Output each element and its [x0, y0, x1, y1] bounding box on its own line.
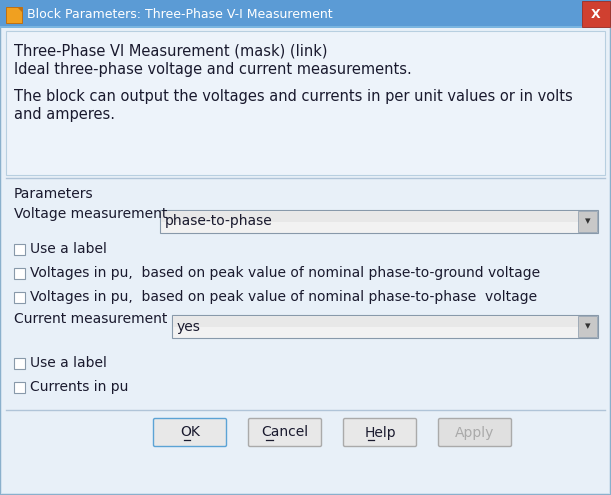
Text: The block can output the voltages and currents in per unit values or in volts: The block can output the voltages and cu… — [14, 89, 573, 104]
Text: Parameters: Parameters — [14, 187, 93, 201]
Bar — [160, 210, 598, 233]
Text: OK: OK — [180, 426, 200, 440]
Text: Use a label: Use a label — [30, 356, 107, 370]
Bar — [161, 211, 597, 222]
Bar — [6, 7, 22, 23]
Text: Cancel: Cancel — [262, 426, 309, 440]
FancyBboxPatch shape — [153, 418, 227, 446]
Text: Apply: Apply — [455, 426, 495, 440]
Text: Currents in pu: Currents in pu — [30, 380, 128, 394]
FancyBboxPatch shape — [343, 418, 417, 446]
Text: Voltages in pu,  based on peak value of nominal phase-to-phase  voltage: Voltages in pu, based on peak value of n… — [30, 290, 537, 304]
Text: phase-to-phase: phase-to-phase — [165, 214, 273, 229]
Text: Block Parameters: Three-Phase V-I Measurement: Block Parameters: Three-Phase V-I Measur… — [27, 7, 332, 20]
Bar — [173, 316, 597, 327]
Text: Voltage measurement: Voltage measurement — [14, 207, 167, 221]
Bar — [14, 382, 25, 393]
Bar — [0, 0, 611, 28]
Text: Current measurement: Current measurement — [14, 312, 167, 326]
Text: Ideal three-phase voltage and current measurements.: Ideal three-phase voltage and current me… — [14, 62, 412, 77]
Text: and amperes.: and amperes. — [14, 107, 115, 122]
Bar — [578, 211, 597, 232]
Bar — [14, 292, 25, 302]
Text: yes: yes — [177, 319, 201, 334]
FancyBboxPatch shape — [249, 418, 321, 446]
Bar — [6, 31, 605, 175]
Polygon shape — [17, 7, 22, 12]
Bar — [582, 1, 610, 27]
Bar — [14, 357, 25, 368]
Text: ▾: ▾ — [585, 321, 590, 332]
Text: Help: Help — [364, 426, 396, 440]
Text: X: X — [591, 7, 601, 20]
Bar — [0, 26, 611, 28]
Text: Three-Phase VI Measurement (mask) (link): Three-Phase VI Measurement (mask) (link) — [14, 43, 327, 58]
Bar — [14, 267, 25, 279]
Text: ▾: ▾ — [585, 216, 590, 227]
Bar — [172, 315, 598, 338]
Text: Use a label: Use a label — [30, 242, 107, 256]
Bar — [578, 316, 597, 337]
FancyBboxPatch shape — [439, 418, 511, 446]
Text: Voltages in pu,  based on peak value of nominal phase-to-ground voltage: Voltages in pu, based on peak value of n… — [30, 266, 540, 280]
Bar — [14, 244, 25, 254]
